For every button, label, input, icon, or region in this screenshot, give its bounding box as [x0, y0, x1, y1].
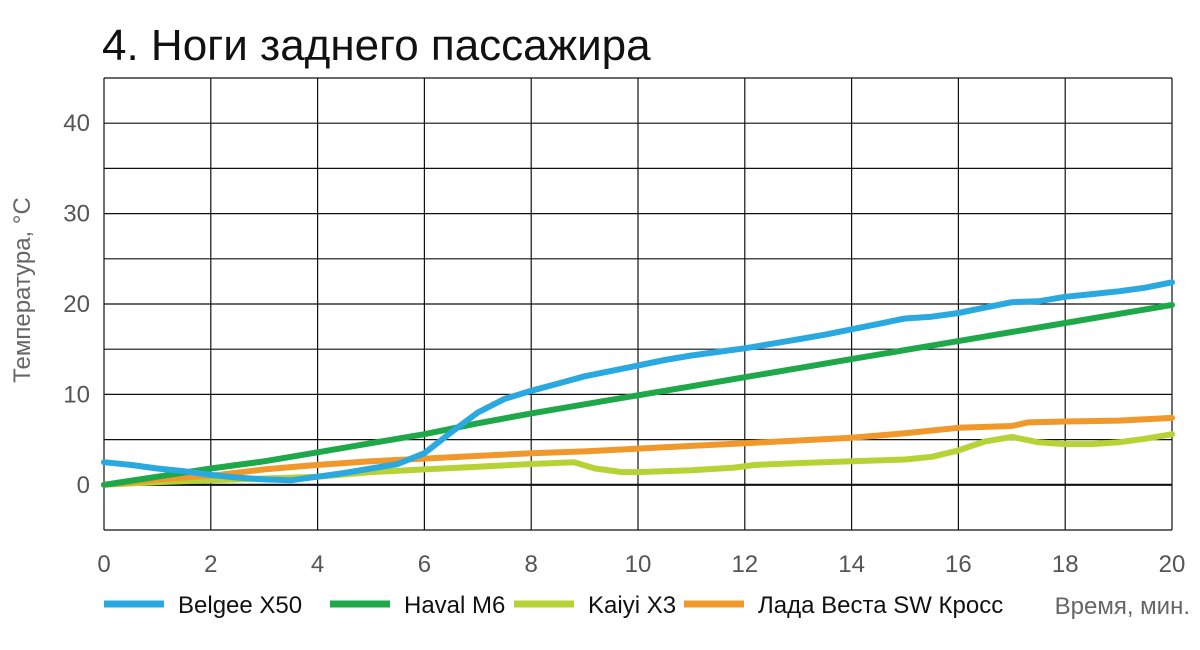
x-tick-label: 14	[838, 551, 865, 578]
x-tick-label: 16	[945, 551, 972, 578]
x-tick-label: 6	[418, 551, 431, 578]
legend-label: Kaiyi X3	[588, 592, 676, 619]
x-tick-label: 18	[1052, 551, 1079, 578]
legend: Belgee X50 Haval M6 Kaiyi X3 Лада Веста SW …	[104, 592, 1003, 619]
x-tick-label: 2	[204, 551, 217, 578]
series-line-3	[101, 414, 1175, 488]
y-tick-label: 40	[63, 110, 90, 137]
y-tick-label: 0	[77, 472, 90, 499]
chart-title: 4. Ноги заднего пассажира	[102, 21, 651, 70]
y-axis-label: Температура, °С	[9, 197, 36, 383]
legend-label: Лада Веста SW Кросс	[758, 592, 1003, 619]
x-tick-label: 10	[625, 551, 652, 578]
y-tick-label: 20	[63, 291, 90, 318]
series-layer	[101, 279, 1175, 488]
legend-label: Haval M6	[404, 592, 505, 619]
series-line-1	[101, 301, 1175, 488]
x-tick-label: 0	[97, 551, 110, 578]
y-tick-label: 30	[63, 201, 90, 228]
x-tick-label: 8	[525, 551, 538, 578]
x-axis-label: Время, мин.	[1055, 593, 1190, 620]
legend-label: Belgee X50	[178, 592, 302, 619]
x-tick-label: 20	[1159, 551, 1186, 578]
tick-labels: 0 10 20 30 40 0 2 4 6 8 10 12 14 16 18 20	[63, 110, 1185, 578]
x-tick-label: 12	[731, 551, 758, 578]
series-line-0	[101, 279, 1175, 484]
y-tick-label: 10	[63, 381, 90, 408]
x-tick-label: 4	[311, 551, 324, 578]
